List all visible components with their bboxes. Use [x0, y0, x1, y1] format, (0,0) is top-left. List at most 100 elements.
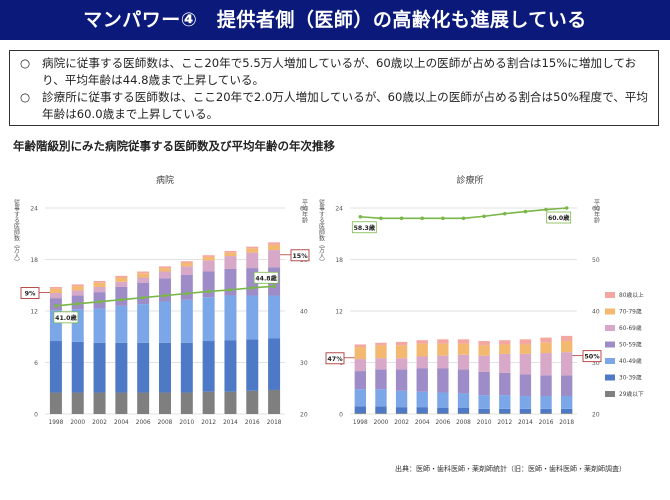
legend-label: 60-69歳 [619, 324, 642, 332]
bar-segment-80歳以上 [478, 341, 490, 346]
bar-segment-70-79歳 [202, 256, 215, 261]
bar-segment-80歳以上 [137, 271, 150, 274]
bar-segment-30-39歳 [457, 407, 470, 414]
bar-segment-50-59歳 [115, 286, 128, 306]
x-tick-label: 2008 [158, 420, 173, 426]
bar-segment-30-39歳 [416, 407, 428, 414]
source-note: 出典：医師・歯科医師・薬剤師統計（旧：医師・歯科医師・薬剤師調査） [395, 465, 626, 473]
start-share-callout-box [20, 287, 40, 299]
x-tick-label: 2016 [539, 420, 554, 426]
y2-tick-label: 60 [592, 206, 600, 213]
x-tick-label: 2006 [136, 420, 151, 426]
bar-segment-29歳以下 [375, 413, 387, 414]
bar-segment-30-39歳 [202, 341, 215, 392]
avg-age-point [141, 295, 145, 300]
avg-age-point [544, 207, 548, 212]
start-age-callout: 41.0歳 [55, 314, 77, 322]
summary-bullet-clinic: ○ 診療所に従事する医師数は、ここ20年で2.0万人増加しているが、60歳以上の… [20, 89, 650, 123]
bar-segment-30-39歳 [375, 406, 387, 414]
summary-box: ○ 病院に従事する医師数は、ここ20年で5.5万人増加しているが、60歳以上の医… [9, 50, 659, 126]
bar-segment-70-79歳 [180, 262, 193, 267]
bar-segment-40-49歳 [457, 393, 470, 408]
avg-age-point [250, 286, 255, 290]
avg-age-point [564, 206, 569, 210]
bar-segment-30-39歳 [93, 342, 106, 393]
start-age-callout: 58.3歳 [354, 224, 376, 232]
bar-segment-80歳以上 [224, 250, 237, 253]
bar-segment-40-49歳 [519, 395, 532, 409]
bar-segment-80歳以上 [519, 339, 532, 345]
avg-age-line [360, 207, 567, 220]
x-tick-label: 2004 [114, 420, 129, 426]
start-age-callout-box [351, 221, 377, 234]
legend-label: 40-49歳 [619, 357, 642, 365]
bar-segment-70-79歳 [137, 273, 150, 278]
bar-segment-80歳以上 [49, 286, 62, 289]
bar-segment-70-79歳 [71, 286, 84, 291]
bar-segment-40-49歳 [354, 389, 366, 407]
bar-segment-29歳以下 [71, 392, 84, 414]
bar-segment-70-79歳 [246, 248, 259, 253]
bar-segment-50-59歳 [71, 295, 84, 310]
x-tick-label: 2018 [267, 420, 282, 426]
bar-segment-70-79歳 [93, 282, 106, 287]
bar-segment-70-79歳 [395, 345, 408, 359]
avg-age-point [119, 297, 124, 302]
bar-segment-50-59歳 [49, 298, 62, 311]
bar-segment-29歳以下 [395, 413, 408, 414]
x-tick-label: 2004 [415, 420, 430, 426]
x-tick-label: 2014 [223, 420, 238, 426]
summary-text-clinic: 診療所に従事する医師数は、ここ20年で2.0万人増加しているが、60歳以上の医師… [42, 90, 648, 121]
y2-tick-label: 20 [592, 412, 600, 419]
bar-segment-40-49歳 [115, 305, 128, 343]
bar-segment-80歳以上 [268, 242, 281, 245]
bar-segment-30-39歳 [395, 407, 408, 414]
bar-segment-80歳以上 [180, 261, 193, 263]
bar-segment-29歳以下 [478, 413, 490, 414]
bar-segment-80歳以上 [375, 342, 387, 346]
end-age-callout-box [253, 271, 279, 284]
slide-title: マンパワー④ 提供者側（医師）の高齢化も進展している [0, 0, 670, 40]
legend-swatch [605, 308, 615, 315]
bar-segment-29歳以下 [540, 413, 552, 414]
y2-tick-label: 30 [300, 360, 308, 367]
bar-segment-30-39歳 [137, 342, 150, 393]
bar-segment-60-69歳 [49, 292, 62, 299]
avg-age-point [272, 284, 276, 289]
end-share-callout: 50% [584, 353, 600, 361]
bar-segment-60-69歳 [395, 358, 408, 370]
bar-segment-40-49歳 [137, 304, 150, 343]
bar-segment-30-39歳 [437, 407, 449, 414]
avg-age-point [206, 289, 211, 294]
x-tick-label: 2010 [477, 420, 492, 426]
avg-age-point [441, 216, 445, 221]
y2-tick-label: 20 [300, 412, 308, 419]
bar-segment-80歳以上 [499, 340, 511, 345]
y-tick-label: 18 [30, 257, 38, 264]
bar-segment-40-49歳 [93, 308, 106, 343]
bar-segment-29歳以下 [561, 413, 573, 414]
bar-segment-30-39歳 [159, 342, 171, 393]
y-tick-label: 24 [30, 206, 38, 213]
avg-age-point [54, 304, 58, 308]
bullet-mark: ○ [20, 56, 31, 70]
bar-segment-60-69歳 [159, 271, 171, 279]
bar-segment-29歳以下 [137, 392, 150, 414]
bar-segment-60-69歳 [268, 250, 281, 268]
y2-tick-label: 50 [592, 257, 600, 264]
bar-segment-80歳以上 [416, 340, 428, 344]
bar-segment-80歳以上 [159, 266, 171, 269]
avg-age-point [379, 216, 383, 221]
bar-segment-29歳以下 [519, 413, 532, 414]
bar-segment-80歳以上 [202, 255, 215, 257]
bar-segment-70-79歳 [49, 288, 62, 293]
avg-age-point [420, 216, 425, 221]
bar-segment-70-79歳 [159, 268, 171, 272]
bar-segment-30-39歳 [71, 341, 84, 393]
legend-label: 29歳以下 [619, 390, 644, 398]
avg-age-point [185, 291, 189, 296]
bar-segment-60-69歳 [115, 281, 128, 287]
bar-segment-30-39歳 [268, 338, 281, 390]
bar-segment-50-59歳 [478, 371, 490, 396]
x-tick-label: 1998 [49, 420, 64, 426]
